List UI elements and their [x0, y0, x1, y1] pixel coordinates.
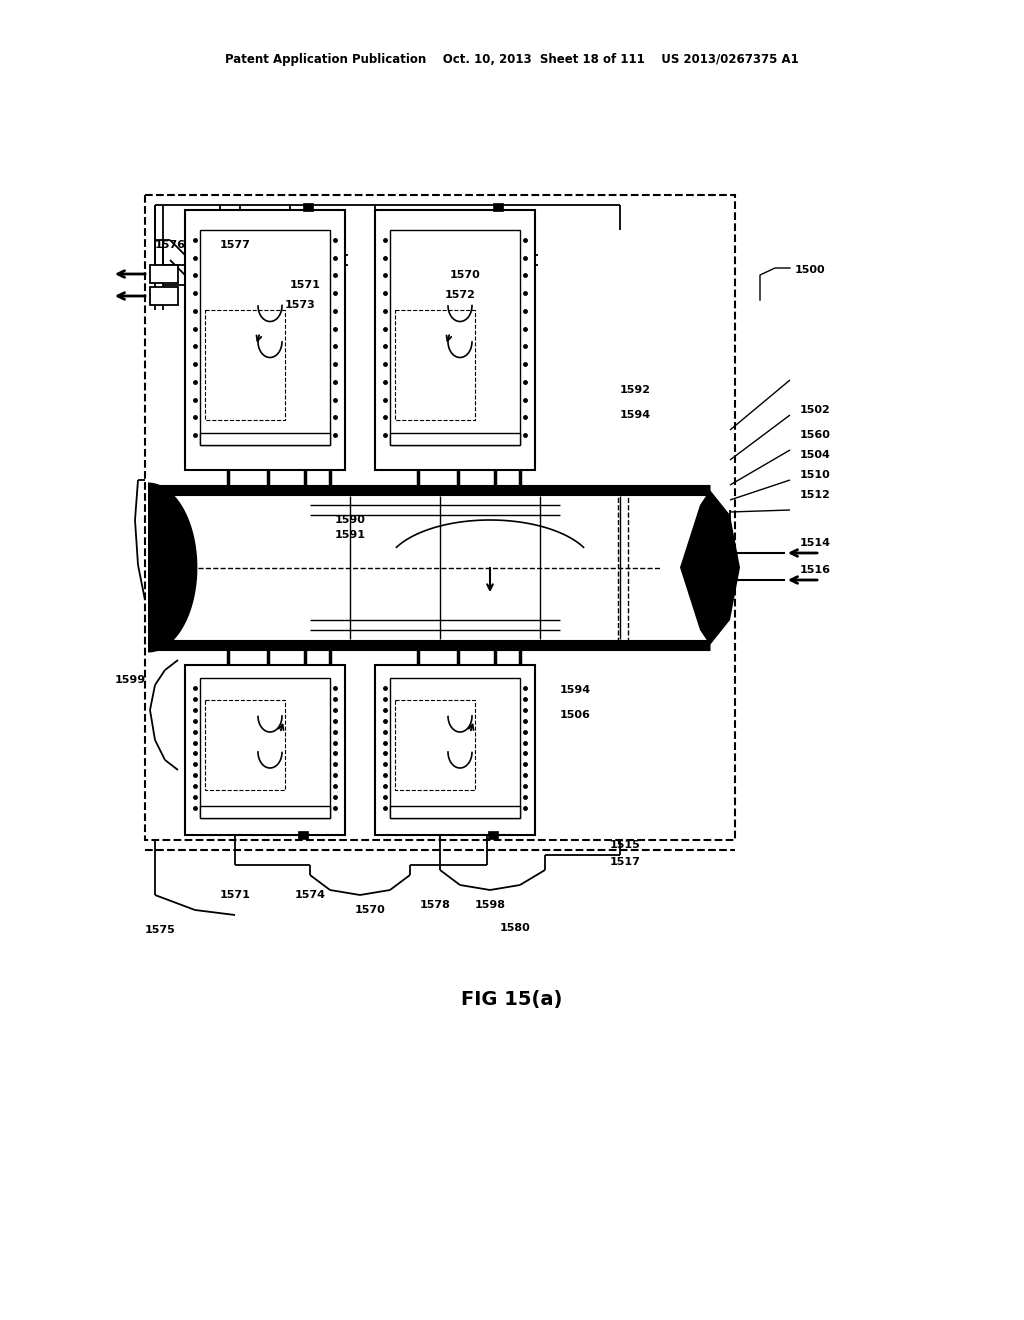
Bar: [395, 310, 475, 420]
Bar: [150, 265, 178, 282]
Text: 1594: 1594: [620, 411, 651, 420]
Bar: [220, 498, 345, 638]
Bar: [303, 203, 313, 211]
Text: 1590: 1590: [335, 515, 366, 525]
Bar: [150, 286, 178, 305]
Bar: [395, 700, 475, 789]
Bar: [390, 230, 520, 445]
Bar: [200, 433, 330, 445]
Bar: [493, 203, 503, 211]
Text: 1514: 1514: [800, 539, 831, 548]
Text: 1594: 1594: [560, 685, 591, 696]
Text: 1575: 1575: [145, 925, 176, 935]
Bar: [205, 310, 285, 420]
Bar: [375, 665, 535, 836]
Bar: [185, 665, 345, 836]
Text: 1592: 1592: [620, 385, 651, 395]
Text: 1516: 1516: [800, 565, 831, 576]
Bar: [298, 832, 308, 840]
Text: 1502: 1502: [800, 405, 830, 414]
Text: 1599: 1599: [115, 675, 146, 685]
Bar: [200, 807, 330, 818]
Text: 1512: 1512: [800, 490, 830, 500]
Text: 1580: 1580: [500, 923, 530, 933]
Bar: [200, 678, 330, 818]
Text: 1570: 1570: [450, 271, 480, 280]
Bar: [488, 832, 498, 840]
Text: 1510: 1510: [800, 470, 830, 480]
Text: 1573: 1573: [285, 300, 315, 310]
Polygon shape: [148, 483, 198, 652]
Text: 1570: 1570: [355, 906, 386, 915]
Bar: [410, 498, 535, 638]
Text: 1576: 1576: [155, 240, 186, 249]
Text: 1574: 1574: [295, 890, 326, 900]
Bar: [375, 210, 535, 470]
Text: 1560: 1560: [800, 430, 830, 440]
Text: 1578: 1578: [420, 900, 451, 909]
Text: 1500: 1500: [795, 265, 825, 275]
Bar: [205, 700, 285, 789]
Polygon shape: [680, 490, 740, 645]
Text: 1571: 1571: [290, 280, 321, 290]
Text: 1577: 1577: [220, 240, 251, 249]
Text: 1515: 1515: [610, 840, 641, 850]
Text: FIG 15(a): FIG 15(a): [462, 990, 562, 1010]
Text: 1598: 1598: [475, 900, 506, 909]
Bar: [145, 195, 735, 840]
Text: 1591: 1591: [335, 531, 366, 540]
Bar: [200, 230, 330, 445]
Text: Patent Application Publication    Oct. 10, 2013  Sheet 18 of 111    US 2013/0267: Patent Application Publication Oct. 10, …: [225, 54, 799, 66]
Bar: [148, 490, 710, 645]
Text: 1517: 1517: [610, 857, 641, 867]
Text: 1504: 1504: [800, 450, 830, 459]
Bar: [390, 433, 520, 445]
Text: 1506: 1506: [560, 710, 591, 719]
Bar: [185, 210, 345, 470]
Text: 1571: 1571: [220, 890, 251, 900]
Text: 1572: 1572: [445, 290, 476, 300]
Bar: [390, 678, 520, 818]
Bar: [390, 807, 520, 818]
